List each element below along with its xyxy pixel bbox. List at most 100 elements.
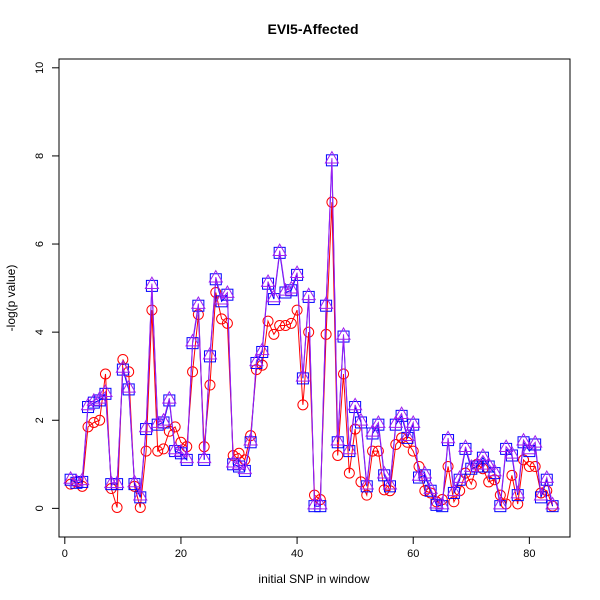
x-tick-label: 40 — [291, 548, 303, 560]
data-point — [146, 304, 158, 316]
data-point — [458, 439, 473, 453]
data-point — [99, 368, 111, 380]
data-point — [326, 196, 338, 208]
data-point — [434, 496, 450, 510]
data-point — [318, 295, 334, 309]
data-point — [295, 368, 311, 382]
y-tick-label: 8 — [34, 153, 46, 159]
data-point — [510, 485, 526, 499]
data-point — [191, 295, 206, 309]
data-point — [446, 483, 462, 497]
data-point — [343, 467, 355, 479]
data-point — [69, 473, 84, 487]
data-point — [94, 414, 106, 426]
data-point — [475, 447, 491, 461]
data-point — [372, 445, 384, 457]
data-point — [86, 392, 102, 406]
data-point — [411, 467, 427, 481]
data-point — [74, 472, 90, 486]
x-tick-label: 60 — [407, 548, 419, 560]
data-point — [220, 284, 235, 298]
data-point — [115, 359, 131, 373]
data-point — [523, 461, 535, 473]
x-axis-label: initial SNP in window — [258, 572, 369, 586]
data-point — [249, 353, 264, 367]
data-point — [347, 397, 363, 411]
data-point — [196, 450, 212, 464]
y-tick-label: 4 — [34, 329, 46, 335]
data-point — [423, 481, 438, 494]
data-point — [388, 414, 404, 428]
data-point — [332, 449, 344, 461]
data-point — [214, 291, 229, 305]
data-point — [481, 456, 497, 470]
data-point — [111, 501, 123, 513]
data-point — [324, 150, 340, 164]
data-point — [359, 476, 375, 490]
data-point — [338, 368, 350, 380]
data-point — [216, 313, 228, 325]
series-triangle — [63, 150, 560, 510]
data-point — [448, 496, 460, 508]
data-point — [202, 346, 218, 360]
data-point — [301, 287, 317, 301]
data-point — [204, 379, 216, 391]
data-point — [152, 445, 164, 457]
data-point — [394, 406, 409, 420]
data-point — [289, 265, 305, 279]
x-tick-label: 80 — [523, 548, 535, 560]
data-point — [452, 470, 468, 483]
data-point — [533, 487, 549, 501]
data-point — [169, 421, 181, 433]
chart-title: EVI5-Affected — [267, 21, 358, 37]
series-circle — [65, 196, 559, 513]
data-point — [98, 384, 113, 397]
data-point — [487, 463, 502, 477]
data-point — [132, 487, 148, 501]
data-point — [254, 342, 270, 356]
data-point — [303, 326, 315, 338]
x-axis: 0 20 40 60 80 — [62, 536, 535, 560]
data-point — [279, 320, 291, 332]
data-point — [173, 443, 189, 457]
data-point — [442, 461, 454, 473]
data-point — [268, 328, 280, 340]
data-point — [260, 273, 276, 287]
y-tick-label: 2 — [34, 417, 46, 423]
data-point — [161, 390, 177, 404]
data-point — [545, 496, 560, 510]
data-point — [365, 423, 380, 437]
data-point — [208, 269, 224, 283]
data-point — [492, 496, 508, 510]
data-point — [469, 456, 485, 470]
data-point — [283, 280, 299, 294]
x-tick-label: 20 — [175, 548, 187, 560]
data-point — [82, 421, 94, 433]
data-point — [127, 474, 142, 488]
y-axis-label: -log(p value) — [4, 265, 18, 332]
data-point — [80, 397, 96, 411]
data-point — [221, 317, 233, 329]
data-point — [405, 414, 421, 428]
data-point — [539, 470, 555, 483]
data-point — [527, 434, 543, 448]
data-point — [285, 317, 297, 329]
data-point — [336, 326, 351, 340]
data-point — [272, 243, 288, 257]
data-point — [367, 445, 379, 457]
data-point — [243, 432, 258, 446]
data-point — [417, 465, 433, 479]
data-point — [150, 414, 166, 428]
y-axis: 0 2 4 6 8 10 — [34, 62, 60, 511]
data-point — [512, 498, 524, 510]
data-point — [158, 443, 170, 455]
data-point — [88, 416, 100, 428]
data-point — [266, 289, 282, 303]
data-point — [156, 412, 171, 426]
data-point — [440, 430, 456, 444]
data-point — [376, 465, 392, 479]
data-point — [92, 390, 108, 404]
x-tick-label: 0 — [62, 548, 68, 560]
data-point — [138, 419, 154, 433]
